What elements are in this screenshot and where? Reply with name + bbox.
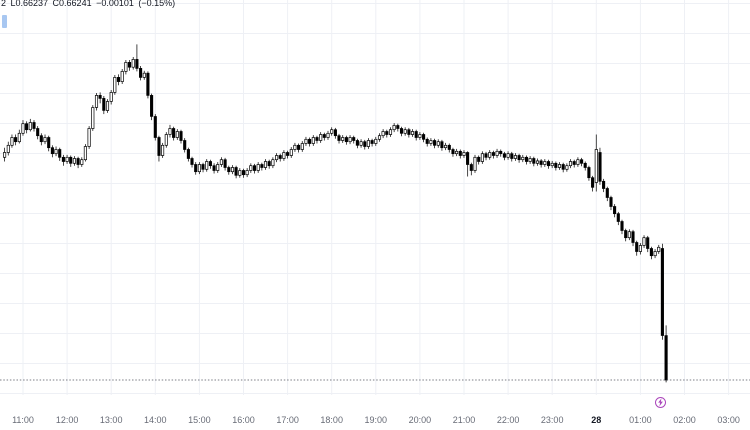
- event-marker[interactable]: [655, 397, 666, 408]
- time-axis-label: 16:00: [232, 415, 255, 425]
- time-axis-label: 20:00: [408, 415, 432, 425]
- time-axis-label: 15:00: [188, 415, 211, 425]
- time-axis-label: 03:00: [717, 415, 740, 425]
- time-axis-label: 14:00: [144, 415, 167, 425]
- ohlc-legend: 2 L0.66237 C0.66241 −0.00101 (−0.15%): [1, 0, 175, 9]
- lightning-bolt-icon: [658, 398, 663, 407]
- time-axis-label: 11:00: [12, 415, 34, 425]
- time-axis-label: 13:00: [99, 415, 123, 425]
- grid-layer: [0, 0, 750, 396]
- time-axis-label: 22:00: [496, 415, 520, 425]
- ohlc-legend-text: 2 L0.66237 C0.66241 −0.00101 (−0.15%): [1, 0, 176, 8]
- candles-layer: [3, 44, 668, 383]
- time-axis-label: 12:00: [55, 415, 79, 425]
- time-axis-label: 21:00: [452, 415, 476, 425]
- time-axis-label: 19:00: [364, 415, 388, 425]
- time-axis-label: 17:00: [276, 415, 299, 425]
- time-axis-label: 02:00: [673, 415, 696, 425]
- selection-artifact: [2, 15, 7, 28]
- time-axis-label: 01:00: [629, 415, 652, 425]
- time-axis-label: 28: [591, 415, 602, 425]
- time-axis-label: 23:00: [540, 415, 564, 425]
- time-axis-label: 18:00: [320, 415, 343, 425]
- time-axis[interactable]: 11:00 12:00 13:00 14:00 15:00 16:00 17:00 18:00…: [0, 395, 750, 430]
